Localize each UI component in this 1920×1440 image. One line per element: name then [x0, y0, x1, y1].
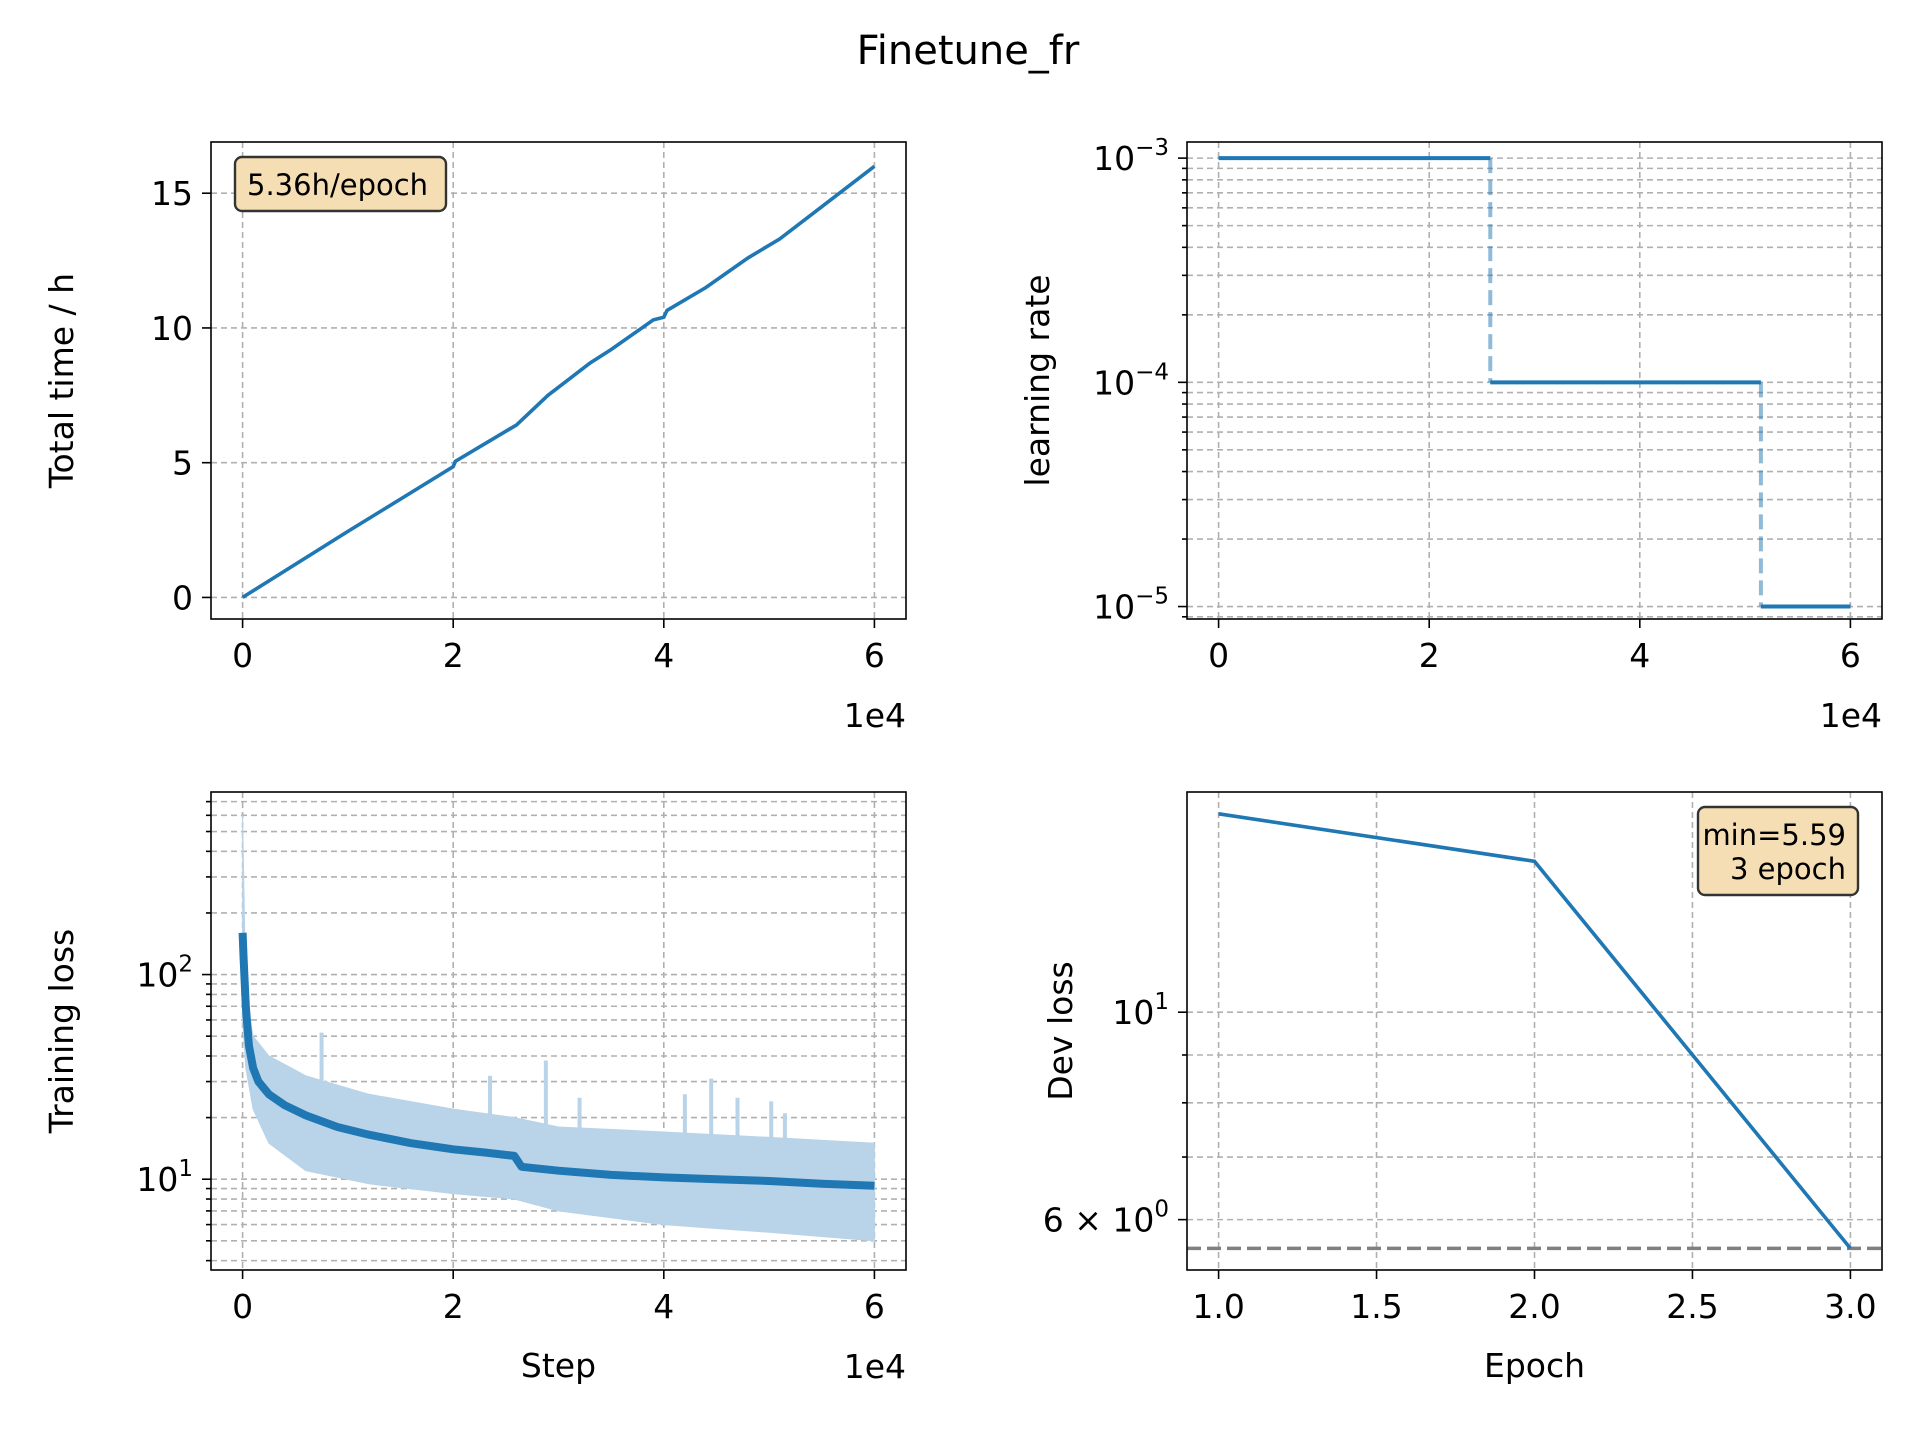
x-tick-label: 6	[864, 636, 885, 675]
x-tick-label: 6	[864, 1287, 885, 1326]
x-axis-label: Epoch	[1484, 1346, 1585, 1385]
y-tick-label: 0	[172, 578, 193, 617]
y-tick-label: 10−3	[1093, 135, 1169, 178]
x-tick-label: 4	[653, 1287, 674, 1326]
y-axis-label: Training loss	[42, 929, 81, 1134]
x-axis-label: Step	[521, 1346, 596, 1385]
total-time-line	[241, 164, 876, 599]
x-tick-label: 3.0	[1824, 1287, 1876, 1326]
x-tick-label: 2.0	[1508, 1287, 1560, 1326]
x-tick-label: 0	[232, 636, 253, 675]
smoothed-loss-line	[238, 932, 875, 1190]
x-offset-label: 1e4	[844, 1347, 906, 1386]
x-offset-label: 1e4	[844, 696, 906, 735]
x-tick-label: 2	[1419, 636, 1440, 675]
axes-frame	[210, 141, 907, 620]
raw-loss-band	[242, 815, 875, 1242]
x-tick-label: 4	[1629, 636, 1650, 675]
axes-frame	[210, 791, 907, 1271]
x-offset-label: 1e4	[1820, 696, 1882, 735]
y-tick-label: 10	[151, 309, 193, 348]
y-tick-label: 10−4	[1093, 359, 1169, 402]
y-tick-label: 101	[136, 1156, 193, 1199]
learning-rate-panel: 0 2 4 6 10−3 10−4 10−5 learning rate 1e4	[1018, 135, 1883, 735]
annotation-box	[233, 155, 448, 213]
training-loss-panel: 0 2 4 6 102 101 Training loss Step 1e4	[42, 791, 907, 1386]
dev-loss-line	[1218, 812, 1852, 1250]
axes-frame	[1186, 141, 1883, 620]
y-tick-label: 102	[136, 952, 193, 995]
y-tick-label: 5	[172, 444, 193, 483]
y-axis-label: Dev loss	[1041, 961, 1080, 1100]
annotation-text: 3 epoch	[1730, 852, 1846, 886]
dev-loss-panel: 1.0 1.5 2.0 2.5 3.0 101 6 × 100 Dev loss Epoch mi…	[1041, 791, 1883, 1385]
x-tick-label: 6	[1840, 636, 1861, 675]
y-tick-label: 101	[1112, 989, 1169, 1032]
x-tick-label: 2	[443, 636, 464, 675]
y-tick-label: 10−5	[1093, 584, 1169, 627]
annotation-box	[1696, 805, 1860, 897]
x-tick-label: 2.5	[1666, 1287, 1718, 1326]
figure-title: Finetune_fr	[857, 28, 1080, 74]
y-tick-label: 6 × 100	[1043, 1197, 1169, 1240]
y-axis-label: learning rate	[1018, 274, 1057, 486]
x-tick-label: 4	[653, 636, 674, 675]
y-tick-label: 15	[151, 174, 193, 213]
x-tick-label: 1.0	[1192, 1287, 1244, 1326]
x-tick-label: 2	[443, 1287, 464, 1326]
x-tick-label: 0	[1208, 636, 1229, 675]
axes-frame	[1186, 791, 1883, 1271]
y-axis-label: Total time / h	[42, 273, 81, 489]
total-time-panel: 0 2 4 6 0 5 10 15 Total time / h 1e4 5.36h/epoch	[42, 141, 907, 735]
annotation-text: min=5.59	[1702, 818, 1846, 852]
x-tick-label: 1.5	[1350, 1287, 1402, 1326]
annotation-text: 5.36h/epoch	[247, 168, 428, 202]
x-tick-label: 0	[232, 1287, 253, 1326]
